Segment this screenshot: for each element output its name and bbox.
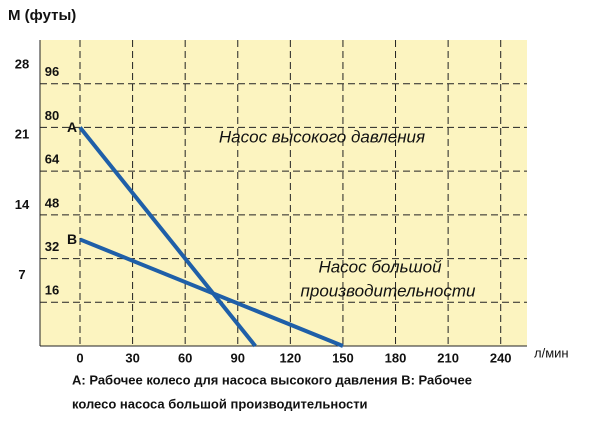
annotation: Насос большой <box>318 257 442 276</box>
line-series <box>78 126 257 348</box>
x-tick-label: 90 <box>231 350 245 365</box>
x-tick-label: 150 <box>332 350 354 365</box>
chart-title: М (футы) <box>8 7 76 24</box>
x-tick-label: 210 <box>437 350 459 365</box>
x-tick-label: 60 <box>178 350 192 365</box>
series-label: A <box>67 119 77 135</box>
plot-background <box>40 40 527 346</box>
x-tick-label: 120 <box>280 350 302 365</box>
x-tick-label: 180 <box>385 350 407 365</box>
y-tick-label: 16 <box>45 283 59 298</box>
y2-tick-label: 21 <box>15 127 29 142</box>
x-tick-label: 0 <box>76 350 83 365</box>
y-tick-label: 80 <box>45 108 59 123</box>
x-axis-label: л/мин <box>534 345 569 360</box>
x-tick-label: 240 <box>490 350 512 365</box>
annotation: Насос высокого давления <box>219 127 425 146</box>
y2-tick-label: 7 <box>18 267 25 282</box>
caption: колесо насоса большой производительности <box>72 396 368 411</box>
y-tick-label: 32 <box>45 239 59 254</box>
line-series <box>79 237 344 348</box>
y2-tick-label: 14 <box>15 197 30 212</box>
y-tick-label: 96 <box>45 64 59 79</box>
series-label: B <box>67 231 77 247</box>
y-tick-label: 64 <box>45 152 60 167</box>
y2-tick-label: 28 <box>15 57 29 72</box>
y-tick-label: 48 <box>45 195 59 210</box>
annotation: производительности <box>301 281 476 300</box>
x-tick-label: 30 <box>125 350 139 365</box>
caption: A: Рабочее колесо для насоса высокого да… <box>72 372 472 387</box>
